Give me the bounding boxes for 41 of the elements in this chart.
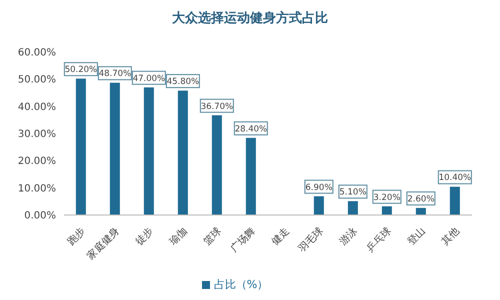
- bar: [144, 87, 154, 215]
- data-label: 6.90%: [305, 182, 332, 193]
- data-label: 3.20%: [373, 192, 400, 203]
- x-tick-label: 徒步: [133, 225, 156, 248]
- x-tick-label: 羽毛球: [296, 225, 326, 255]
- x-tick-label: 登山: [405, 225, 428, 248]
- data-label: 45.80%: [166, 77, 200, 88]
- data-label: 36.70%: [200, 102, 234, 112]
- legend-label: 占比（%）: [214, 278, 268, 291]
- y-tick-label: 0.00%: [24, 210, 56, 222]
- x-tick-label: 瑜伽: [167, 225, 190, 248]
- y-tick-label: 10.00%: [18, 183, 56, 194]
- bar: [212, 115, 222, 215]
- bar: [76, 78, 86, 215]
- chart-title: 大众选择运动健身方式占比: [171, 10, 329, 28]
- bar: [450, 186, 460, 215]
- y-tick-label: 60.00%: [18, 48, 56, 59]
- bar: [314, 196, 324, 215]
- x-tick-label: 广场舞: [228, 225, 258, 255]
- bar: [382, 206, 392, 215]
- bar: [246, 138, 256, 215]
- x-tick-label: 乒乓球: [364, 225, 394, 255]
- data-label: 5.10%: [339, 188, 366, 198]
- y-tick-label: 20.00%: [18, 156, 56, 168]
- data-label: 28.40%: [234, 124, 268, 134]
- y-tick-label: 30.00%: [18, 129, 56, 140]
- x-tick-label: 健走: [269, 225, 292, 248]
- data-label: 47.00%: [132, 74, 166, 84]
- bar: [416, 208, 426, 215]
- data-label: 50.20%: [64, 65, 98, 76]
- data-label: 10.40%: [438, 173, 472, 184]
- bar: [348, 201, 358, 215]
- x-tick-label: 其他: [439, 225, 462, 248]
- x-tick-label: 篮球: [201, 225, 224, 248]
- y-tick-label: 40.00%: [18, 102, 56, 113]
- data-label: 48.70%: [98, 69, 132, 80]
- data-label: 2.60%: [407, 194, 434, 204]
- bar: [110, 82, 120, 215]
- y-tick-label: 50.00%: [18, 74, 56, 86]
- bar: [178, 90, 188, 215]
- x-tick-label: 游泳: [337, 225, 360, 248]
